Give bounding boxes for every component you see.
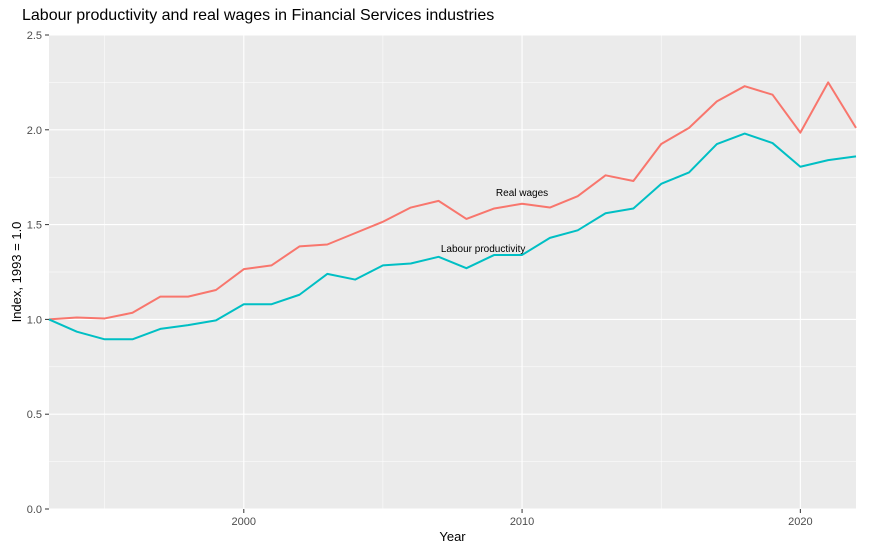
annotations: Real wages Labour productivity <box>441 188 548 255</box>
x-axis-title: Year <box>439 529 466 544</box>
annotation-label: Labour productivity <box>441 244 526 255</box>
y-axis-title: Index, 1993 = 1.0 <box>9 222 24 323</box>
x-tick-label: 2020 <box>788 516 812 528</box>
series-line-real-wages <box>48 81 857 321</box>
gridlines <box>49 34 856 510</box>
y-tick-label: 2.5 <box>27 30 42 42</box>
annotation-label: Real wages <box>496 188 548 199</box>
x-tick-label: 2010 <box>510 516 534 528</box>
y-tick-label: 0.5 <box>27 409 42 421</box>
y-tick-label: 1.0 <box>27 314 42 326</box>
axes: 0.0 0.5 1.0 1.5 2.0 2.5 2000 2010 2020 Year Index,… <box>9 30 813 544</box>
y-tick-label: 1.5 <box>27 220 42 232</box>
y-tick-label: 0.0 <box>27 504 42 516</box>
chart-title: Labour productivity and real wages in Fi… <box>22 7 495 24</box>
x-tick-label: 2000 <box>232 516 256 528</box>
series-lines <box>48 81 857 341</box>
series-line-labour-productivity <box>48 132 857 341</box>
y-tick-label: 2.0 <box>27 125 42 137</box>
